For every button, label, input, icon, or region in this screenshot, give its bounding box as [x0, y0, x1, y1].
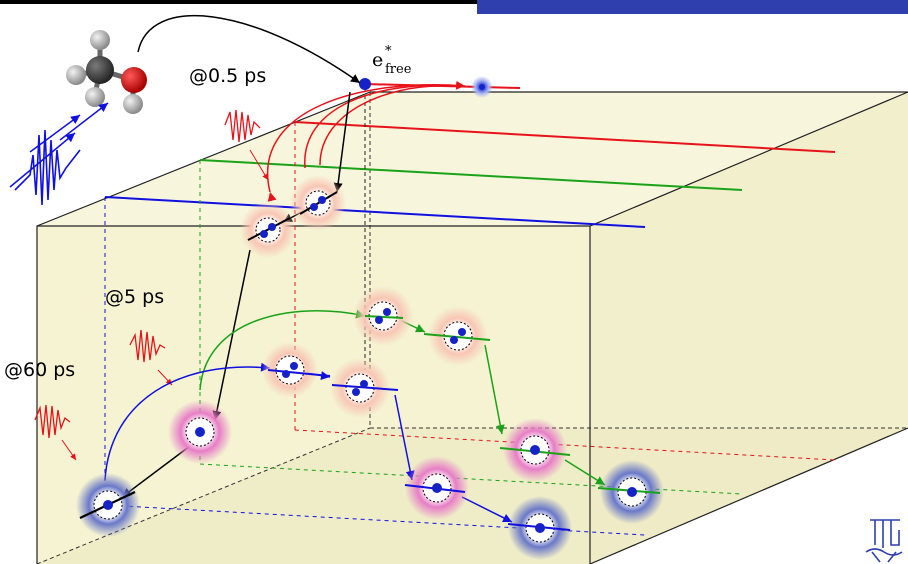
state-magenta-2: [499, 418, 571, 482]
probe-pulse-60: [34, 404, 77, 461]
red-floor-line: [294, 429, 836, 461]
efree-base: e: [372, 49, 383, 71]
probe-pulse-05: [224, 109, 269, 181]
box-right-bottom-edge: [589, 427, 908, 564]
state-red-2: [240, 202, 296, 258]
state-ground-blue: [76, 473, 140, 537]
state-red-4: [423, 306, 491, 366]
state-red-5: [262, 342, 331, 398]
laser-pulse-icon: [9, 102, 109, 206]
blue-arc: [104, 362, 271, 481]
box-top-face: [37, 92, 908, 226]
title-bar: [477, 0, 908, 14]
state-ground-green: [597, 460, 664, 524]
methanol-molecule-icon: [66, 30, 147, 114]
top-black-rule: [0, 0, 908, 4]
red-arc-3: [319, 85, 441, 166]
state-magenta-1: [168, 400, 232, 464]
green-step-3: [564, 459, 606, 486]
state-red-1: [290, 175, 346, 231]
tu-logo-icon: [865, 519, 903, 563]
green-step-2: [484, 344, 505, 435]
ionization-arrow: [137, 15, 361, 84]
free-electron-dot: [359, 78, 371, 90]
efree-sub: free: [385, 62, 412, 77]
state-ground-blue-2: [507, 496, 572, 560]
green-floor-line: [199, 463, 743, 495]
red-arc-2: [304, 84, 451, 169]
box-floor: [37, 428, 908, 564]
state-magenta-3: [404, 456, 469, 520]
label-free-electron: e * free: [372, 44, 412, 77]
label-time-5ps: @5 ps: [105, 286, 164, 308]
blue-step-3: [461, 496, 513, 523]
blue-level-line: [104, 196, 646, 228]
state-red-6: [330, 358, 399, 418]
relax-arrow-1: [333, 91, 351, 193]
label-time-0-5ps: @0.5 ps: [189, 65, 266, 87]
free-electron-center: [479, 84, 485, 90]
efree-sup: *: [385, 44, 392, 59]
green-arc: [199, 309, 366, 391]
relax-arrow-3: [212, 249, 251, 421]
label-time-60ps: @60 ps: [4, 359, 75, 381]
state-red-3: [353, 286, 413, 346]
blue-step-2: [394, 394, 415, 481]
box-left-bottom-edge: [36, 427, 371, 564]
